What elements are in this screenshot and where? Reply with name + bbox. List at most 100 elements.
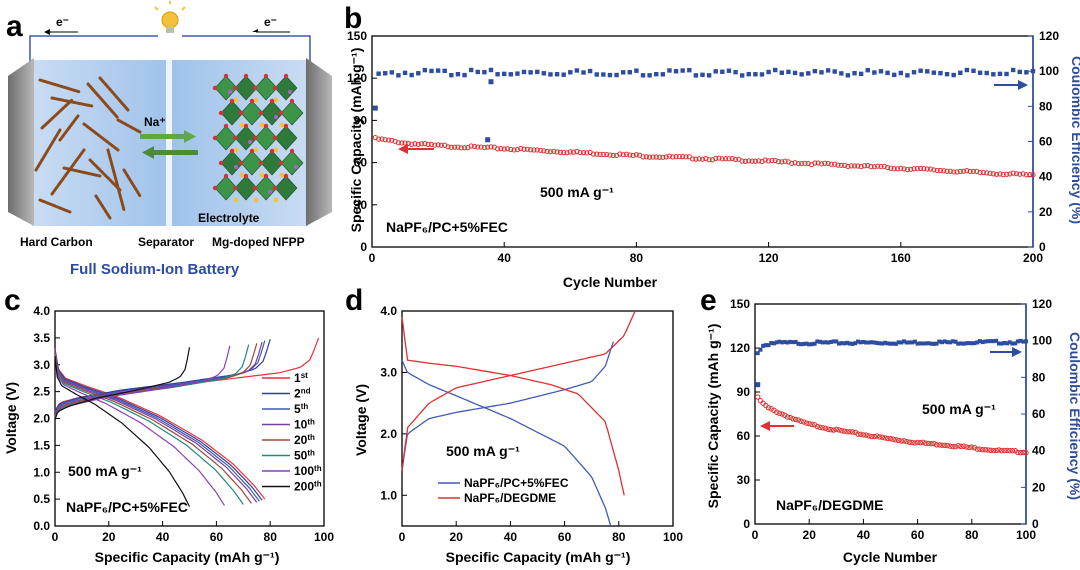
capacity-point (835, 162, 841, 168)
capacity-point (911, 166, 917, 172)
capacity-point (795, 417, 802, 423)
charge-curve (401, 310, 636, 471)
capacity-point (640, 154, 646, 160)
efficiency-point (934, 341, 939, 346)
efficiency-point (891, 72, 897, 78)
y-tick-label: 0 (360, 240, 367, 254)
panel-c-xlabel: Specific Capacity (mAh g⁻¹) (95, 549, 280, 565)
capacity-point (974, 446, 980, 452)
capacity-point (874, 433, 880, 439)
capacity-point (822, 160, 828, 166)
capacity-point (385, 137, 392, 143)
capacity-point (541, 148, 547, 154)
capacity-point (876, 434, 883, 440)
capacity-point (666, 153, 673, 159)
capacity-point (524, 146, 530, 152)
efficiency-point (819, 70, 824, 75)
capacity-point (836, 427, 842, 433)
efficiency-point (402, 70, 408, 76)
nfpp-crystal-structure (212, 73, 304, 203)
efficiency-point (855, 339, 860, 344)
capacity-point (842, 162, 848, 168)
capacity-point (405, 140, 411, 146)
octahedron (220, 100, 244, 126)
capacity-point (755, 394, 761, 400)
capacity-point (987, 170, 993, 176)
capacity-point (382, 137, 388, 143)
efficiency-point (607, 72, 613, 78)
capacity-point (868, 433, 875, 440)
sodium-atom (233, 147, 239, 153)
efficiency-point (733, 69, 738, 75)
efficiency-point (548, 72, 553, 77)
legend-label: 200th (294, 480, 322, 494)
capacity-point (920, 439, 926, 446)
efficiency-point (923, 341, 928, 346)
capacity-point (508, 146, 514, 153)
efficiency-point (475, 69, 480, 75)
capacity-point (1003, 171, 1010, 177)
capacity-point (461, 145, 468, 151)
capacity-point (868, 164, 874, 170)
efficiency-point (1004, 71, 1009, 77)
efficiency-point (823, 340, 828, 345)
y2-tick-label: 60 (1039, 135, 1053, 149)
capacity-point (790, 416, 796, 422)
efficiency-point (799, 342, 804, 347)
efficiency-point (964, 67, 970, 73)
efficiency-point (792, 70, 798, 76)
efficiency-point (720, 69, 725, 74)
oxygen-atom (252, 135, 258, 141)
efficiency-point (601, 72, 606, 77)
capacity-point (1009, 448, 1016, 454)
efficiency-point (422, 67, 428, 73)
label-mg-doped-nfpp: Mg-doped NFPP (212, 235, 305, 249)
efficiency-point (396, 73, 401, 78)
capacity-point (673, 154, 679, 160)
efficiency-point (950, 339, 955, 344)
capacity-point (1017, 449, 1024, 456)
efficiency-point (788, 339, 793, 344)
capacity-point (1023, 450, 1029, 456)
panel-letter-b: b (344, 2, 362, 35)
efficiency-point (888, 341, 893, 346)
capacity-point (947, 443, 953, 449)
legend-label: 1st (294, 371, 308, 385)
capacity-point (838, 162, 844, 168)
efficiency-point (561, 72, 566, 77)
efficiency-point (831, 339, 836, 344)
capacity-point (923, 440, 929, 446)
efficiency-point (667, 68, 672, 73)
y-tick-label: 3.5 (33, 331, 50, 345)
efficiency-point (739, 73, 745, 78)
anode-current-collector (8, 58, 34, 226)
efficiency-point (845, 73, 851, 78)
capacity-point (676, 153, 682, 160)
capacity-point (577, 149, 583, 156)
capacity-point (784, 414, 791, 420)
sodium-atom (259, 172, 265, 178)
capacity-point (732, 156, 739, 163)
efficiency-point (977, 70, 983, 75)
efficiency-point (804, 341, 809, 346)
capacity-point (478, 144, 484, 150)
capacity-point (888, 165, 894, 171)
efficiency-point (1015, 339, 1020, 344)
capacity-point (769, 157, 775, 164)
efficiency-point (773, 67, 778, 73)
oxygen-atom (283, 173, 289, 179)
panel-b-axes: 0 40 80 120 160 20003060901201500204060801001… (347, 29, 1059, 265)
capacity-point (798, 418, 804, 424)
capacity-point (452, 144, 458, 150)
efficiency-point (706, 73, 712, 78)
capacity-point (936, 442, 942, 448)
octahedron (254, 175, 278, 201)
panel-d-ylabel: Voltage (V) (353, 384, 369, 456)
arrow-head (44, 29, 50, 35)
oxygen-atom (272, 135, 278, 141)
y2-tick-label: 0 (1039, 240, 1046, 254)
oxygen-atom (263, 173, 269, 179)
efficiency-point (807, 342, 812, 347)
efficiency-point (937, 339, 942, 344)
efficiency-point (774, 340, 779, 345)
